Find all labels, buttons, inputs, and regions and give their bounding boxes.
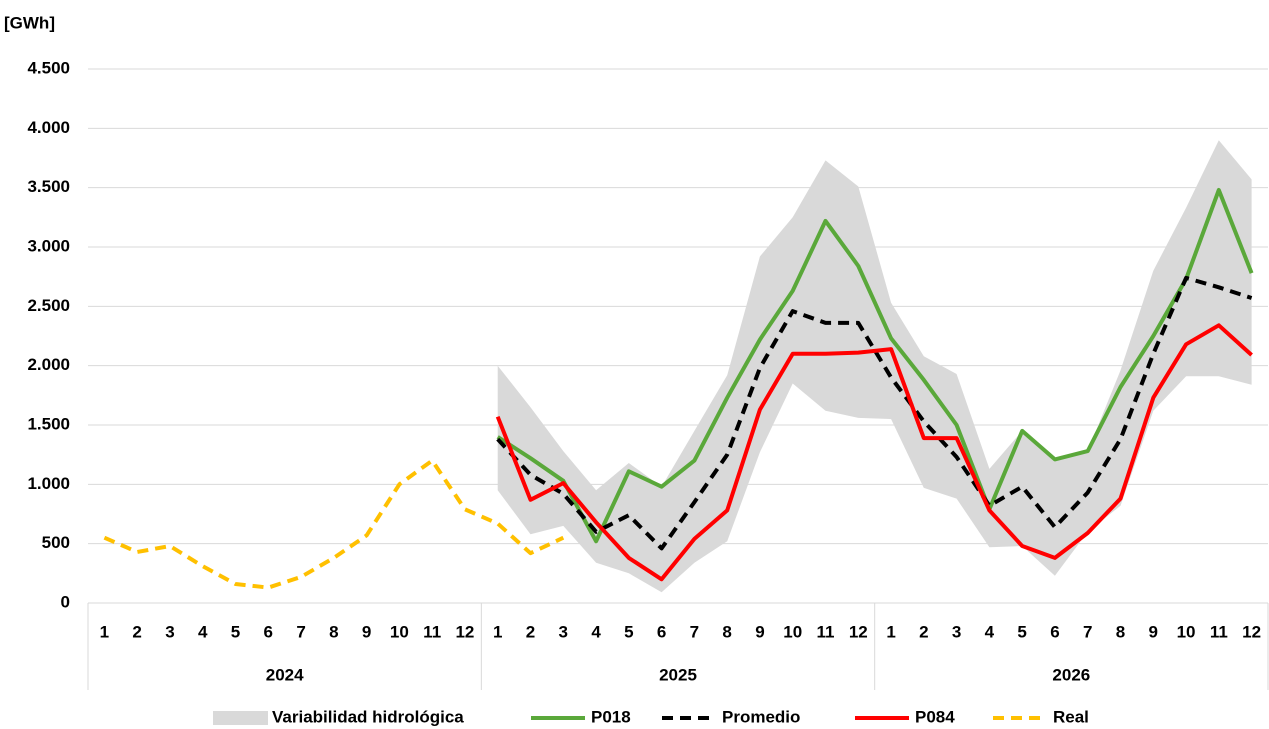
y-tick-label: 2.500 <box>27 296 70 315</box>
y-tick-label: 0 <box>61 592 70 611</box>
x-tick-label: 7 <box>1083 622 1092 641</box>
y-tick-label: 3.500 <box>27 177 70 196</box>
x-tick-label: 7 <box>690 622 699 641</box>
y-tick-label: 1.500 <box>27 414 70 433</box>
year-label: 2024 <box>266 665 304 684</box>
series-line <box>496 275 1253 551</box>
legend-label: P084 <box>915 707 955 726</box>
x-tick-label: 9 <box>362 622 371 641</box>
x-tick-label: 7 <box>296 622 305 641</box>
legend-label: Variabilidad hidrológica <box>272 707 464 726</box>
y-tick-label: 4.500 <box>27 58 70 77</box>
x-tick-label: 2 <box>919 622 928 641</box>
x-tick-label: 10 <box>1177 622 1196 641</box>
x-tick-label: 10 <box>783 622 802 641</box>
x-tick-label: 1 <box>493 622 502 641</box>
x-tick-label: 9 <box>755 622 764 641</box>
legend-label: Promedio <box>722 707 800 726</box>
y-tick-label: 500 <box>42 533 70 552</box>
y-tick-label: 1.000 <box>27 474 70 493</box>
x-tick-label: 4 <box>985 622 995 641</box>
x-tick-label: 10 <box>390 622 409 641</box>
x-tick-label: 2 <box>526 622 535 641</box>
year-label: 2025 <box>659 665 697 684</box>
band <box>497 140 1252 593</box>
x-tick-label: 9 <box>1149 622 1158 641</box>
y-tick-label: 3.000 <box>27 236 70 255</box>
x-tick-label: 5 <box>624 622 633 641</box>
x-tick-label: 12 <box>849 622 868 641</box>
x-tick-label: 1 <box>100 622 109 641</box>
x-tick-label: 8 <box>329 622 338 641</box>
series-line <box>496 188 1254 544</box>
year-label: 2026 <box>1052 665 1090 684</box>
x-tick-label: 6 <box>1050 622 1059 641</box>
series-line <box>495 323 1253 582</box>
x-tick-label: 3 <box>559 622 568 641</box>
legend-swatch <box>213 711 268 725</box>
x-tick-label: 1 <box>886 622 895 641</box>
y-tick-label: 4.000 <box>27 118 70 137</box>
x-tick-label: 4 <box>591 622 601 641</box>
x-tick-label: 11 <box>423 622 441 641</box>
y-axis-label: [GWh] <box>4 13 55 32</box>
x-tick-label: 8 <box>1116 622 1125 641</box>
x-tick-label: 5 <box>1017 622 1026 641</box>
x-tick-label: 6 <box>657 622 666 641</box>
x-tick-label: 5 <box>231 622 240 641</box>
y-tick-label: 2.000 <box>27 355 70 374</box>
legend-label: Real <box>1053 707 1089 726</box>
series-line <box>103 458 565 590</box>
legend-label: P018 <box>591 707 631 726</box>
x-tick-label: 8 <box>722 622 731 641</box>
x-tick-label: 11 <box>817 622 835 641</box>
x-tick-label: 12 <box>1242 622 1261 641</box>
x-tick-label: 4 <box>198 622 208 641</box>
x-tick-label: 12 <box>455 622 474 641</box>
x-tick-label: 3 <box>165 622 174 641</box>
x-tick-label: 3 <box>952 622 961 641</box>
x-tick-label: 11 <box>1210 622 1228 641</box>
x-tick-label: 6 <box>264 622 273 641</box>
x-tick-label: 2 <box>132 622 141 641</box>
